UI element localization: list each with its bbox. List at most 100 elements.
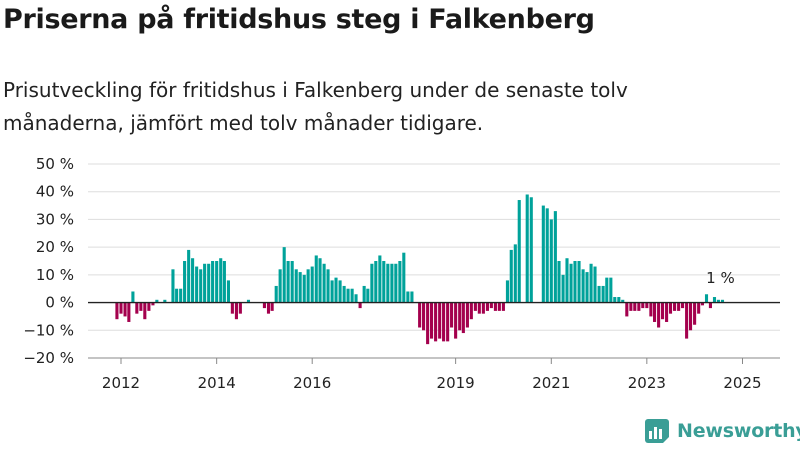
bar [358,302,362,309]
annotation: 1 % [706,269,735,287]
bar [338,280,342,303]
bar [306,269,310,303]
x-tick-label: 2023 [628,374,666,392]
bar [489,302,493,309]
bar [688,302,693,331]
x-tick-label: 2025 [723,374,761,392]
bar [660,302,665,320]
bar [342,285,346,303]
bar [215,261,219,303]
bar [282,247,286,303]
bar [458,302,462,331]
y-axis-labels: −20 % −10 % 0 % 10 % 20 % 30 % 40 % 50 % [23,155,74,367]
newsworthy-logo[interactable]: Newsworthy [644,418,800,444]
bar [446,302,450,342]
bar [681,302,685,309]
bar [211,261,215,303]
bar [402,252,406,303]
bar [378,255,382,303]
bar [438,302,442,339]
bar [545,208,549,303]
x-tick-label: 2021 [532,374,570,392]
bar [334,277,338,303]
bar [481,302,485,314]
bar [633,302,637,311]
bar [422,302,426,331]
y-tick-label: −20 % [23,349,74,367]
bar [115,302,119,320]
bar [565,258,569,303]
bar [366,288,370,303]
bar [219,258,223,303]
bar [712,297,717,303]
bar [716,299,720,303]
bar [238,302,242,314]
bar [668,302,673,314]
bar [442,302,446,342]
bar [410,291,414,303]
bar [171,269,175,303]
bar [653,302,657,322]
y-tick-label: 10 % [36,266,74,284]
bar [649,302,653,317]
bar [541,205,545,303]
bar [386,263,390,303]
bar [677,302,681,311]
bar [147,302,151,311]
y-tick-label: 30 % [36,210,74,228]
bar [473,302,477,311]
bar [430,302,434,339]
bar [131,291,135,303]
bar [485,302,489,311]
bar [461,302,465,334]
bar [318,258,322,303]
bar [350,288,354,303]
bar [370,263,374,303]
bar [493,302,497,311]
bar [609,277,613,303]
bar [549,219,553,303]
bar [605,277,609,303]
bar [657,302,661,328]
newsworthy-logo-icon [645,419,669,443]
bar [641,302,645,309]
bar [326,269,330,303]
bar [593,266,597,303]
bar [629,302,633,311]
newsworthy-logo-text: Newsworthy [677,420,800,442]
bar [529,197,533,303]
bar [637,302,641,311]
bar [497,302,501,311]
bar [398,261,402,303]
bar [553,211,557,303]
bar [123,302,127,317]
bar [290,261,294,303]
bar [230,302,234,314]
x-tick-label: 2014 [198,374,236,392]
bar [207,263,211,303]
bar [310,266,314,303]
bar [362,285,366,303]
bar [557,261,561,303]
bar [222,261,226,303]
bar [390,263,394,303]
bar [278,269,282,303]
bar [139,302,143,311]
bar [175,288,179,303]
x-tick-label: 2019 [437,374,475,392]
bar [597,285,601,303]
bar [505,280,510,303]
bar [394,263,398,303]
bar [183,261,187,303]
bar [346,288,350,303]
bar [720,299,725,303]
bar [625,302,629,317]
bar [163,299,167,303]
bar [119,302,123,314]
bar [294,269,298,303]
bar [509,249,513,303]
bar [246,299,251,303]
bar [465,302,469,328]
chart-title: Priserna på fritidshus steg i Falkenberg [3,4,595,35]
